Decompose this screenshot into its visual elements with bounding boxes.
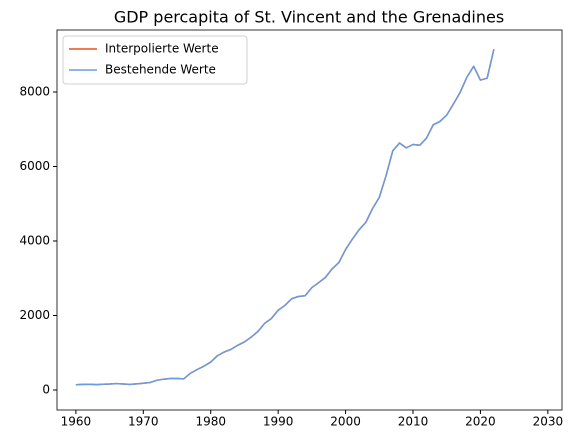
y-tick-label: 6000 [19, 159, 50, 173]
x-tick-label: 2020 [465, 415, 496, 429]
legend-label: Interpolierte Werte [105, 42, 219, 56]
x-tick-label: 1960 [61, 415, 92, 429]
x-tick-label: 2000 [330, 415, 361, 429]
legend-box [62, 35, 248, 85]
x-tick-label: 1980 [195, 415, 226, 429]
x-tick-label: 1970 [128, 415, 159, 429]
x-tick-label: 2010 [398, 415, 429, 429]
x-tick-label: 1990 [263, 415, 294, 429]
y-tick-label: 4000 [19, 233, 50, 247]
y-tick-label: 8000 [19, 84, 50, 98]
y-tick-label: 0 [42, 382, 50, 396]
y-tick-label: 2000 [19, 308, 50, 322]
x-tick-label: 2030 [533, 415, 564, 429]
chart-title: GDP percapita of St. Vincent and the Gre… [114, 8, 504, 27]
plot-frame [56, 29, 563, 411]
series-line [75, 48, 495, 386]
legend-label: Bestehende Werte [105, 63, 216, 77]
series-line [75, 48, 495, 386]
